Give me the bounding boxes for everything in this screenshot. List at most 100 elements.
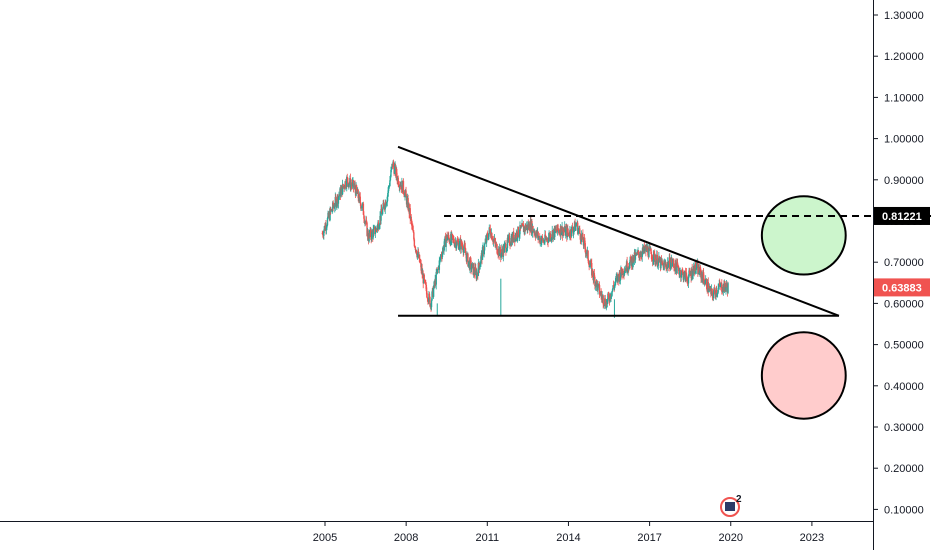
candle-body	[368, 233, 370, 242]
candle-body	[419, 262, 422, 264]
candle-body	[437, 269, 439, 270]
candle-body	[640, 254, 642, 257]
candle-body	[660, 258, 663, 262]
candle-body	[467, 262, 470, 267]
candle-body	[476, 272, 479, 274]
candle-body	[500, 253, 502, 258]
candle-body	[550, 237, 553, 239]
candle-body	[572, 230, 575, 234]
candle-body	[428, 293, 431, 297]
candle-body	[464, 244, 466, 248]
candle-body	[717, 288, 719, 293]
candle-body	[682, 271, 685, 280]
y-axis-ticks[interactable]: 1.300001.200001.100001.000000.900000.800…	[873, 10, 924, 516]
axes	[0, 0, 874, 550]
candle-body	[594, 276, 596, 287]
candle-body	[610, 296, 612, 299]
candle-body	[617, 274, 619, 277]
candle-body	[407, 198, 409, 210]
candle-body	[677, 266, 680, 272]
candle-body	[455, 245, 458, 249]
candle-body	[708, 288, 711, 292]
candle-body	[372, 229, 374, 238]
candle-body	[558, 230, 560, 233]
candle-body	[655, 260, 657, 265]
candle-body	[601, 295, 603, 299]
candle-body	[680, 274, 682, 278]
event-badge[interactable]: 2	[720, 494, 742, 517]
candle-body	[383, 204, 385, 209]
candle-body	[359, 194, 361, 197]
candle-body	[603, 304, 605, 306]
trendlines[interactable]	[397, 145, 932, 317]
candle-body	[611, 290, 613, 296]
candle-body	[424, 280, 426, 284]
candle-body	[711, 291, 714, 296]
x-tick-label: 2014	[556, 532, 580, 544]
candle-body	[560, 225, 562, 236]
candle-body	[443, 246, 445, 252]
candle-body	[375, 228, 377, 233]
candle-body	[611, 289, 614, 291]
candle-body	[469, 258, 471, 270]
candle-body	[353, 186, 355, 188]
candle-body	[376, 229, 378, 231]
bearish-zone-ellipse[interactable]	[760, 331, 847, 420]
descending-resistance-line[interactable]	[397, 145, 840, 317]
candle-body	[470, 260, 472, 270]
candle-body	[593, 273, 596, 277]
candle-body	[345, 186, 347, 188]
candle-body	[696, 263, 698, 268]
candle-body	[457, 241, 459, 243]
candle-body	[342, 183, 344, 188]
candle-body	[382, 203, 384, 209]
candle-body	[516, 238, 519, 240]
candle-body	[688, 270, 691, 272]
candle-body	[330, 209, 333, 211]
candle-body	[413, 239, 416, 247]
x-tick-label: 2011	[475, 532, 499, 544]
candle-body	[637, 250, 640, 255]
candle-body	[717, 286, 720, 289]
price-label-box	[874, 206, 930, 225]
candle-body	[458, 241, 461, 247]
candle-body	[598, 285, 601, 295]
y-tick-label: 0.90000	[884, 175, 924, 187]
zone-ellipses	[760, 195, 847, 420]
candle-body	[387, 192, 389, 197]
candle-body	[348, 183, 351, 185]
candle-body	[415, 249, 418, 254]
candle-body	[547, 237, 550, 243]
candle-body	[704, 280, 707, 284]
candle-body	[598, 284, 600, 286]
candle-body	[473, 266, 475, 273]
candle-body	[606, 298, 609, 305]
candle-body	[592, 269, 594, 277]
candle-body	[724, 281, 726, 287]
candle-body	[605, 302, 608, 309]
candle-body	[477, 262, 480, 276]
x-tick-label: 2020	[719, 532, 743, 544]
candle-body	[326, 225, 328, 228]
candle-body	[334, 206, 336, 209]
candle-body	[701, 274, 703, 278]
candle-body	[462, 246, 464, 251]
candle-body	[475, 267, 477, 271]
candle-body	[454, 243, 456, 247]
candlestick-series	[321, 159, 729, 318]
candle-body	[382, 203, 385, 205]
candle-body	[489, 228, 492, 235]
candle-body	[393, 166, 396, 174]
candle-body	[591, 263, 593, 276]
candle-body	[494, 238, 496, 243]
candle-body	[438, 260, 441, 270]
candle-body	[707, 282, 709, 292]
candle-body	[671, 258, 673, 265]
candle-body	[600, 292, 602, 296]
candle-body	[565, 229, 567, 236]
candle-body	[466, 254, 468, 262]
bullish-zone-ellipse[interactable]	[760, 195, 847, 276]
candle-body	[351, 182, 354, 187]
candle-body	[430, 300, 433, 308]
